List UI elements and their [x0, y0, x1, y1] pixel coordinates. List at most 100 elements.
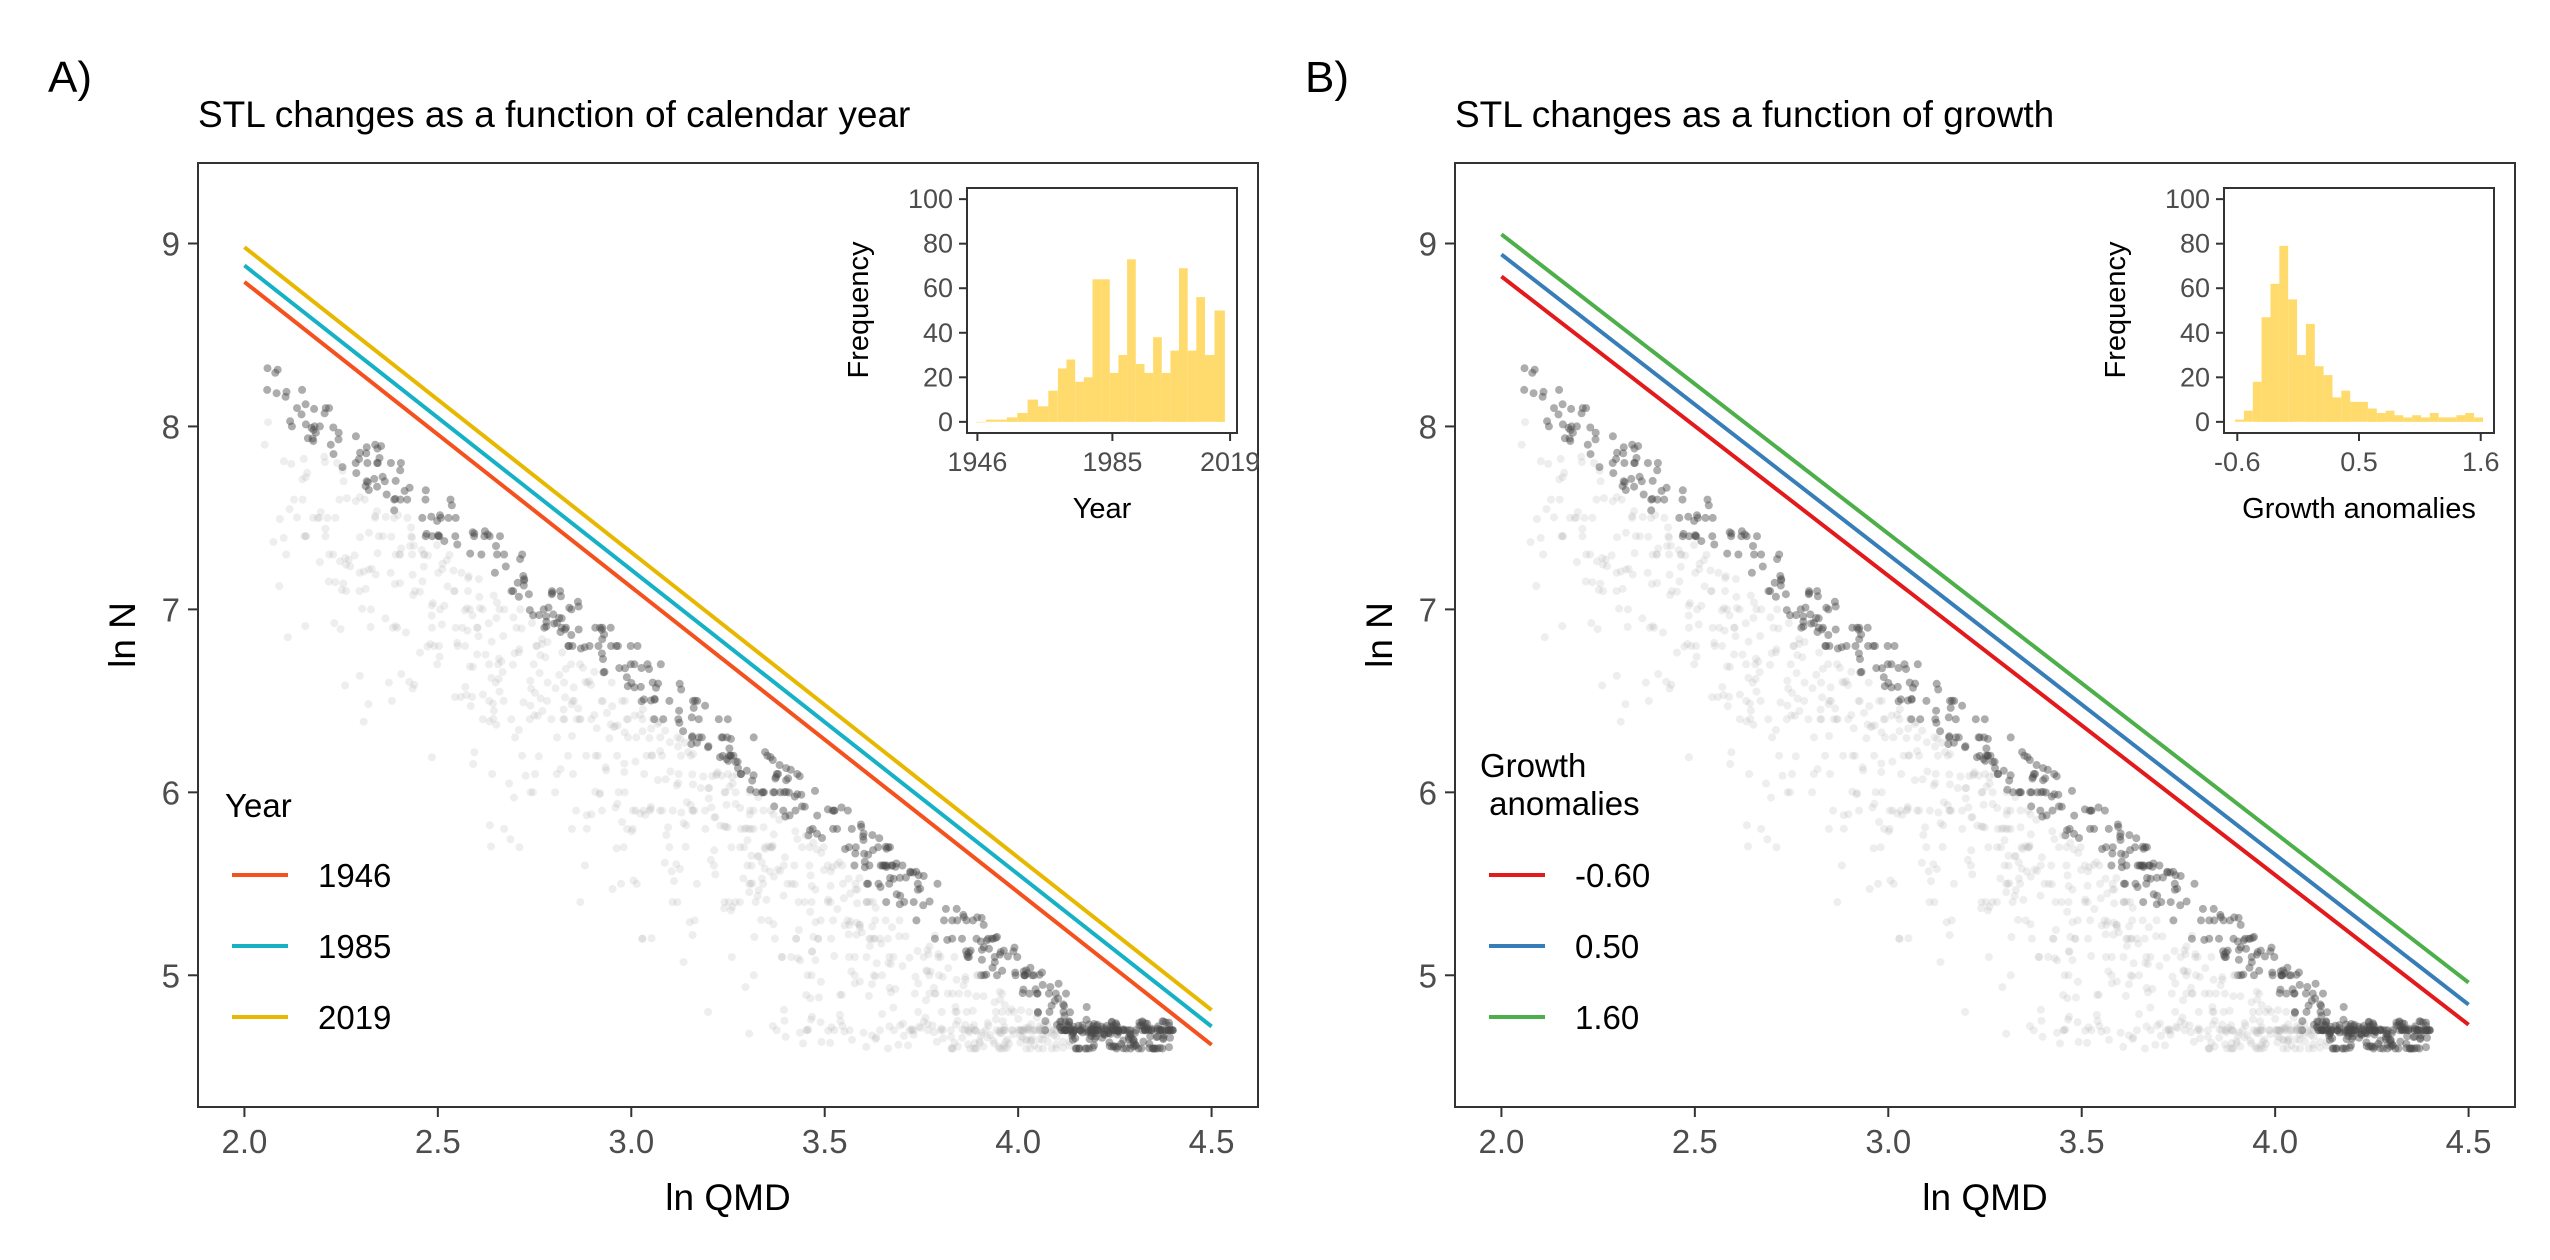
scatter-point [1885, 824, 1894, 833]
scatter-point [999, 1026, 1008, 1035]
scatter-point [1714, 568, 1723, 577]
scatter-point [726, 734, 735, 743]
scatter-point [287, 459, 296, 468]
scatter-point [859, 836, 868, 844]
scatter-point [652, 683, 660, 692]
scatter-point [501, 562, 510, 571]
scatter-point [909, 898, 918, 907]
scatter-point [1824, 824, 1833, 833]
scatter-point [1782, 715, 1791, 724]
scatter-point [1919, 831, 1928, 839]
scatter-point [2322, 1037, 2331, 1046]
scatter-point [826, 867, 835, 876]
scatter-point [1683, 640, 1692, 649]
scatter-point [2101, 874, 2110, 883]
scatter-point [2283, 1026, 2291, 1035]
scatter-point [853, 899, 862, 908]
scatter-point [1125, 1034, 1133, 1043]
scatter-point [1678, 495, 1687, 504]
scatter-point [391, 550, 400, 559]
scatter-point [1032, 1013, 1041, 1022]
scatter-point [1076, 1026, 1085, 1035]
scatter-point [2283, 1036, 2292, 1045]
scatter-point [330, 619, 339, 628]
scatter-point [1091, 1034, 1099, 1043]
scatter-point [1599, 587, 1608, 596]
scatter-point [762, 895, 771, 904]
scatter-point [1017, 1026, 1026, 1035]
scatter-point [2056, 1039, 2064, 1048]
scatter-point [321, 532, 330, 541]
scatter-point [2194, 1007, 2203, 1016]
scatter-point [1041, 1026, 1050, 1035]
panel-b: B) STL changes as a function of growth 2… [1305, 53, 2516, 1218]
scatter-point [781, 812, 790, 821]
panel-a-inset-y-tick-label: 80 [923, 229, 953, 259]
scatter-point [1154, 1022, 1163, 1031]
scatter-point [2068, 918, 2077, 927]
scatter-point [1667, 587, 1676, 596]
scatter-point [2057, 802, 2066, 811]
scatter-point [779, 1005, 788, 1014]
scatter-point [2273, 1026, 2282, 1035]
scatter-point [1648, 550, 1657, 559]
scatter-point [1087, 1032, 1096, 1040]
scatter-point [1792, 669, 1801, 678]
scatter-point [1929, 860, 1938, 869]
scatter-point [2006, 771, 2015, 780]
scatter-point [1572, 422, 1581, 431]
scatter-point [364, 565, 373, 574]
scatter-point [2135, 971, 2143, 980]
scatter-point [487, 673, 496, 682]
scatter-point [1930, 898, 1939, 907]
scatter-point [2039, 776, 2048, 785]
scatter-point [1125, 1029, 1134, 1038]
scatter-point [976, 937, 985, 946]
scatter-point [600, 630, 609, 639]
scatter-point [924, 950, 933, 959]
scatter-point [1980, 733, 1989, 742]
scatter-point [1665, 570, 1674, 579]
scatter-point [2219, 916, 2228, 925]
scatter-point [768, 843, 777, 852]
scatter-point [1797, 623, 1806, 632]
scatter-point [1038, 968, 1046, 977]
scatter-point [751, 898, 760, 907]
scatter-point [1078, 1028, 1087, 1037]
scatter-point [1742, 532, 1751, 541]
scatter-point [776, 788, 785, 797]
scatter-point [986, 1031, 995, 1040]
scatter-point [691, 696, 699, 705]
scatter-point [1076, 1026, 1085, 1035]
scatter-point [2142, 879, 2151, 888]
scatter-point [1970, 770, 1979, 778]
scatter-point [418, 577, 427, 586]
scatter-point [1936, 819, 1945, 828]
scatter-point [991, 933, 1000, 942]
scatter-point [1672, 587, 1681, 596]
scatter-point [2065, 824, 2074, 833]
scatter-point [1011, 971, 1020, 980]
scatter-point [463, 604, 471, 613]
scatter-point [2252, 1027, 2260, 1036]
scatter-point [367, 564, 376, 573]
scatter-point [769, 788, 778, 797]
scatter-point [1838, 678, 1847, 686]
scatter-point [2314, 1026, 2323, 1035]
scatter-point [592, 724, 601, 733]
scatter-point [2313, 1023, 2322, 1032]
panel-a-inset-bar [1170, 350, 1180, 422]
scatter-point [1608, 432, 1617, 441]
scatter-point [556, 592, 565, 601]
scatter-point [282, 387, 291, 396]
scatter-point [1021, 971, 1030, 980]
scatter-point [2361, 1028, 2370, 1037]
scatter-point [1049, 1026, 1058, 1035]
panel-a-inset-bar [1048, 390, 1058, 422]
scatter-point [1007, 1005, 1016, 1014]
scatter-point [1544, 459, 1553, 468]
scatter-point [673, 733, 682, 742]
scatter-point [1578, 532, 1587, 541]
scatter-point [2229, 1044, 2238, 1053]
scatter-point [2069, 845, 2078, 854]
